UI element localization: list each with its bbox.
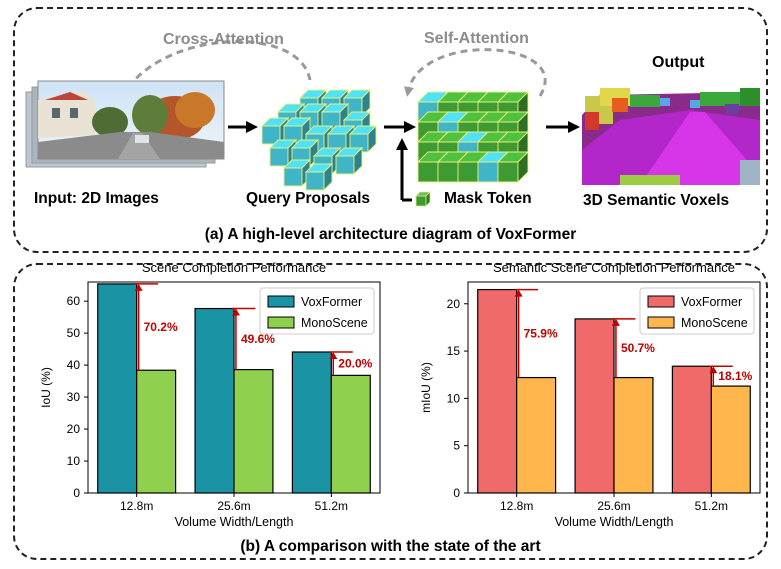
panel-b-caption: (b) A comparison with the state of the a…: [240, 538, 541, 555]
y-tick-label: 10: [447, 391, 461, 405]
y-tick-label: 60: [67, 294, 81, 308]
x-axis-label: Volume Width/Length: [555, 515, 674, 529]
improvement-label: 75.9%: [524, 327, 558, 341]
input-image-stack: [25, 80, 225, 168]
architecture-diagram: [25, 39, 760, 207]
bar: [710, 385, 751, 494]
architecture-panel: [13, 7, 768, 253]
self-attention-arrow: [404, 48, 547, 97]
y-tick-label: 20: [67, 422, 81, 436]
query-proposals-label: Query Proposals: [246, 190, 371, 207]
y-tick-label: 40: [67, 358, 81, 372]
x-tick-label: 25.6m: [217, 499, 250, 513]
legend-label: MonoScene: [681, 316, 748, 330]
output-voxel-scene: [582, 88, 760, 185]
bar: [613, 376, 654, 494]
y-tick-label: 0: [453, 486, 460, 500]
input-label: Input: 2D Images: [34, 190, 159, 207]
cross-attention-label: Cross-Attention: [163, 31, 284, 48]
x-tick-label: 12.8m: [120, 499, 153, 513]
y-tick-label: 50: [67, 326, 81, 340]
legend-swatch: [647, 316, 675, 329]
self-attention-label: Self-Attention: [424, 30, 529, 47]
semantic-scene-completion-chart: Semantic Scene Completion Performance051…: [419, 260, 761, 529]
legend-label: MonoScene: [301, 316, 368, 330]
y-tick-label: 30: [67, 390, 81, 404]
query-voxel: [342, 88, 372, 118]
y-axis-label: IoU (%): [39, 367, 53, 408]
y-tick-label: 5: [453, 439, 460, 453]
mask-token-label: Mask Token: [444, 190, 532, 207]
chart-title: Scene Completion Performance: [142, 260, 326, 275]
legend-swatch: [267, 316, 295, 329]
annotation-arrowhead: [231, 308, 240, 316]
bar: [516, 376, 557, 494]
panel-a-caption: (a) A high-level architecture diagram of…: [204, 226, 577, 243]
self-voxel: [496, 150, 530, 184]
improvement-label: 49.6%: [241, 332, 275, 346]
query-proposal-cubes: [260, 88, 378, 192]
bar: [574, 318, 615, 494]
cross-attention-arrow: [125, 39, 312, 93]
annotation-arrowhead: [329, 352, 338, 360]
x-tick-label: 12.8m: [500, 499, 533, 513]
scene-completion-chart: Scene Completion Performance 0 10 20 30 40 50 6…: [39, 260, 381, 529]
legend-label: VoxFormer: [681, 295, 742, 309]
query-voxel: [334, 146, 364, 176]
comparison-panel: [13, 263, 768, 560]
annotation-arrowhead: [134, 283, 143, 291]
output-label: 3D Semantic Voxels: [583, 192, 730, 209]
mask-token-cube: [415, 191, 431, 207]
input-image-frame: [38, 81, 225, 160]
annotation-arrowhead: [611, 318, 620, 326]
x-tick-label: 51.2m: [315, 499, 348, 513]
bar: [136, 369, 177, 494]
bar: [291, 351, 332, 494]
chart-title: Semantic Scene Completion Performance: [493, 260, 735, 275]
annotation-arrowhead: [514, 289, 523, 297]
x-tick-label: 25.6m: [597, 499, 630, 513]
annotation-arrowhead: [709, 366, 718, 374]
legend-swatch: [267, 295, 295, 308]
self-attention-voxel-block: [416, 90, 530, 184]
y-tick-label: 10: [67, 454, 81, 468]
bar: [97, 283, 138, 494]
improvement-label: 20.0%: [338, 357, 372, 371]
improvement-label: 50.7%: [621, 341, 655, 355]
y-tick-label: 15: [447, 344, 461, 358]
query-voxel: [304, 162, 334, 192]
y-tick-label: 0: [73, 486, 80, 500]
legend-swatch: [647, 295, 675, 308]
x-tick-label: 51.2m: [695, 499, 728, 513]
bar: [194, 307, 235, 494]
improvement-label: 70.2%: [144, 320, 178, 334]
improvement-label: 18.1%: [718, 369, 752, 383]
bar: [330, 374, 371, 494]
y-axis-label: mIoU (%): [419, 362, 433, 413]
bar: [671, 365, 712, 494]
legend-label: VoxFormer: [301, 295, 362, 309]
y-tick-label: 20: [447, 297, 461, 311]
query-voxel: [348, 124, 378, 154]
bar: [233, 368, 274, 494]
output-title: Output: [652, 54, 705, 71]
x-axis-label: Volume Width/Length: [175, 515, 294, 529]
bar: [477, 288, 518, 494]
